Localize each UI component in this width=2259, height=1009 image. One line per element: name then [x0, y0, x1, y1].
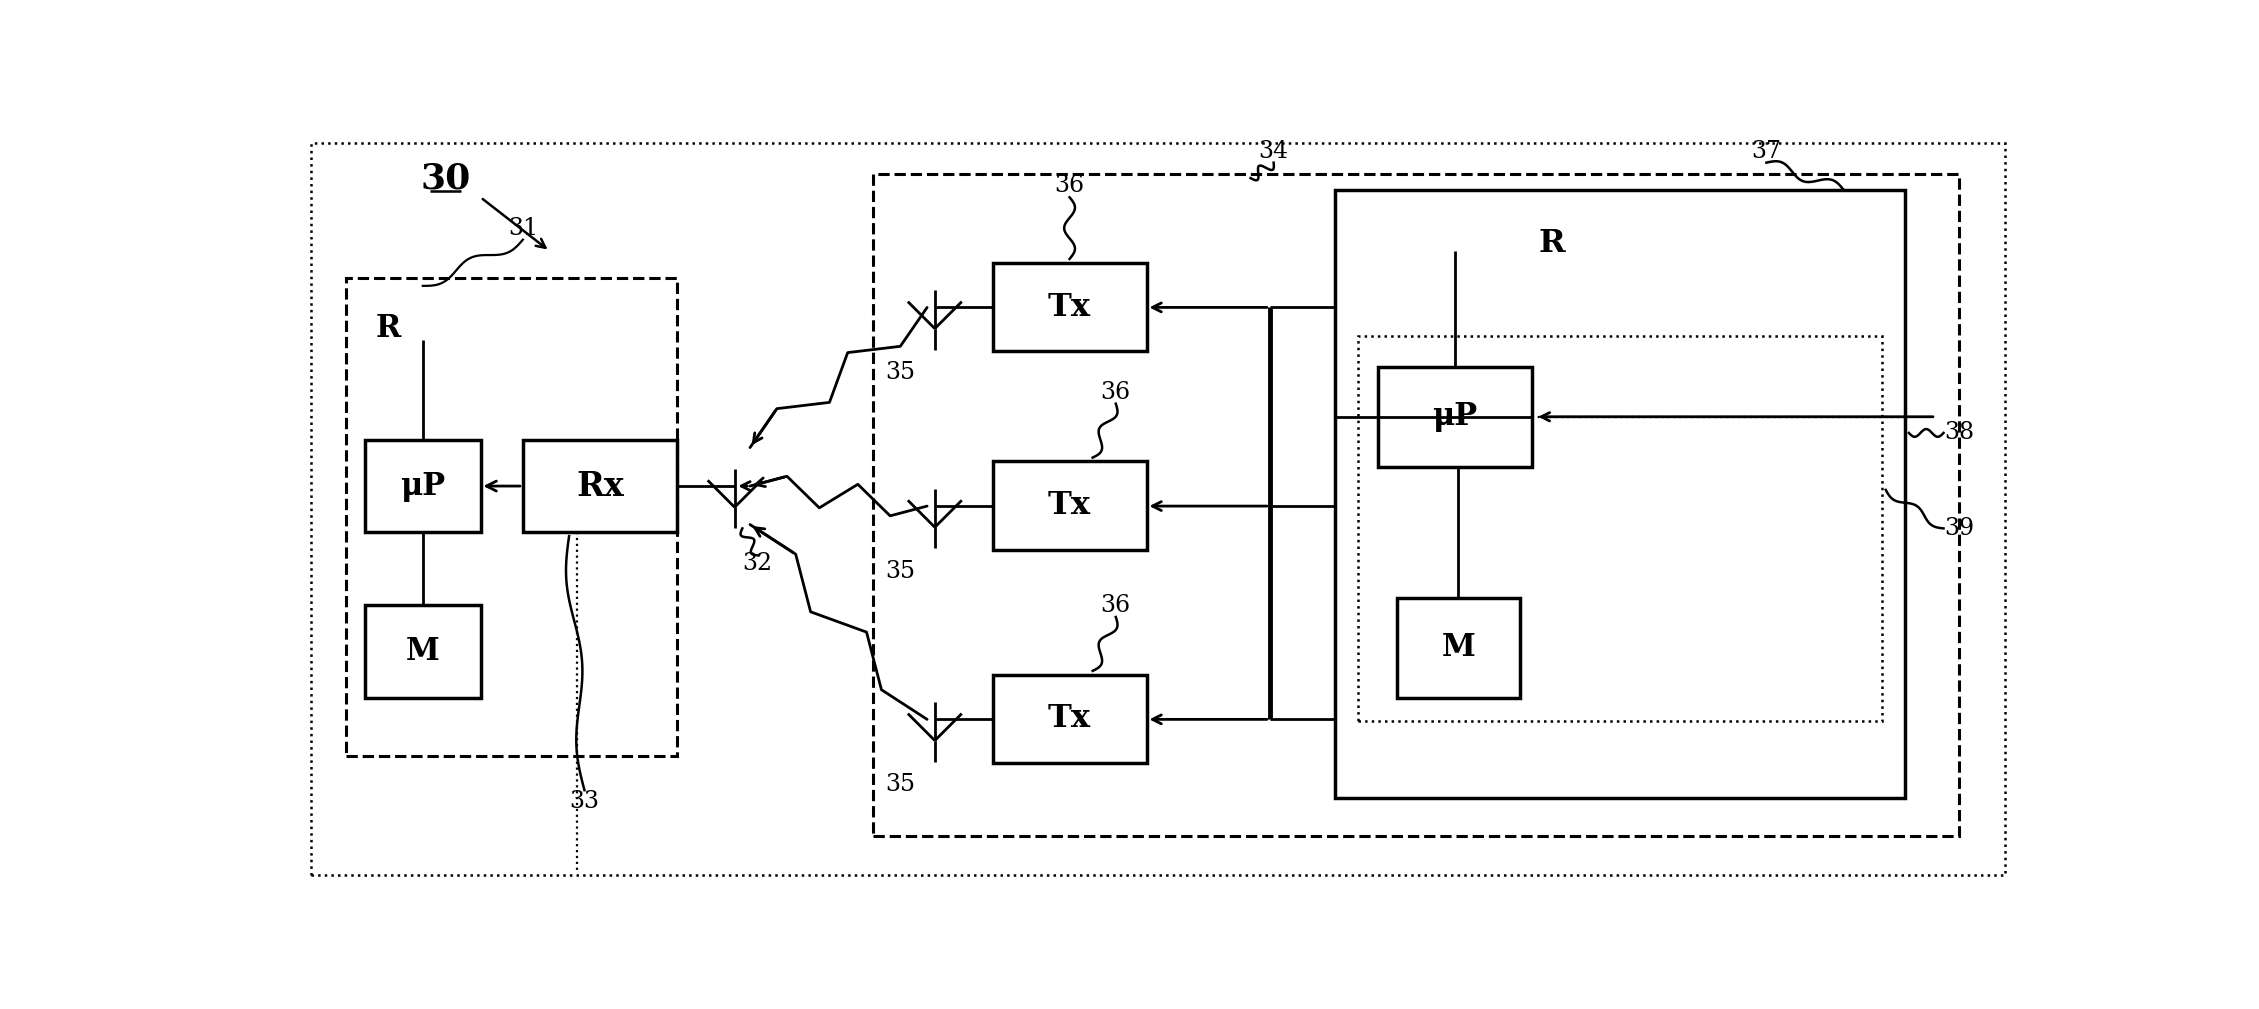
Text: 30: 30	[420, 161, 472, 195]
Bar	[874, 175, 1959, 836]
Text: 33: 33	[569, 790, 599, 813]
Bar	[1378, 366, 1532, 467]
Bar	[1335, 190, 1904, 798]
Bar	[992, 461, 1148, 550]
Text: 35: 35	[886, 560, 915, 583]
Text: μP: μP	[400, 470, 445, 501]
Bar	[1396, 597, 1520, 698]
Bar	[992, 262, 1148, 351]
Text: 37: 37	[1751, 139, 1782, 162]
Text: R: R	[375, 313, 400, 344]
Text: Tx: Tx	[1048, 703, 1091, 735]
Text: μP: μP	[1432, 402, 1477, 432]
Text: 32: 32	[743, 552, 773, 574]
Bar	[992, 675, 1148, 763]
Text: M: M	[407, 636, 441, 667]
Text: 36: 36	[1100, 594, 1132, 616]
Bar	[366, 440, 481, 533]
Text: 38: 38	[1943, 422, 1974, 444]
Text: R: R	[1538, 228, 1565, 259]
Text: 36: 36	[1055, 175, 1084, 198]
Text: 31: 31	[508, 217, 538, 239]
Text: Tx: Tx	[1048, 292, 1091, 323]
Bar	[522, 440, 678, 533]
Text: Rx: Rx	[576, 469, 623, 502]
Text: 36: 36	[1100, 380, 1132, 404]
Text: 39: 39	[1943, 517, 1974, 540]
Text: 35: 35	[886, 361, 915, 384]
Bar	[1358, 336, 1882, 720]
Bar	[366, 605, 481, 698]
Text: 34: 34	[1258, 139, 1288, 162]
Text: M: M	[1441, 633, 1475, 663]
Bar	[346, 278, 678, 756]
Text: 35: 35	[886, 773, 915, 796]
Text: Tx: Tx	[1048, 490, 1091, 522]
